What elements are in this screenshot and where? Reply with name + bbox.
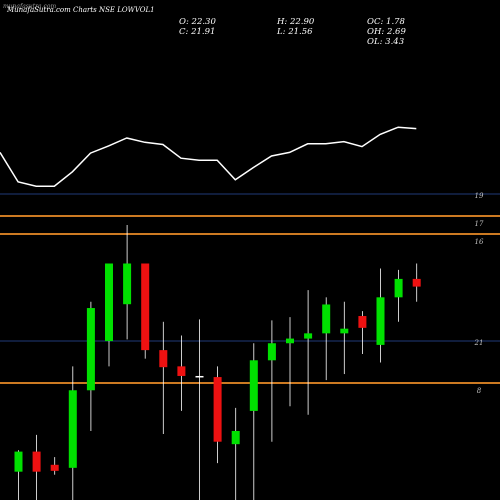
candle-12 [231,407,240,500]
candle-body [123,263,132,305]
candle-9 [177,335,186,411]
candle-15 [286,317,294,407]
candle-13 [249,343,258,500]
candle-22 [412,263,421,302]
candle-6 [123,225,132,340]
candle-body [105,263,113,342]
candle-5 [105,263,113,367]
candle-body [141,263,150,351]
level-label-0: 19 [475,192,484,200]
candle-body [340,328,349,334]
level-label-2: 16 [475,238,484,246]
candle-body [213,377,222,442]
candle-8 [159,321,168,434]
candle-body [394,278,403,298]
high-value: H: 22.90 [277,17,315,27]
candle-body [86,308,95,391]
candle-3 [68,366,77,500]
candle-body [195,375,204,378]
ol-value: OL: 3.43 [367,37,405,47]
low-value: L: 21.56 [277,27,313,37]
candle-19 [358,311,367,354]
labels-layer: 19 17 16 21 8 [474,192,484,395]
candle-body [358,316,367,328]
watermark: munafasutra.com [3,3,57,10]
candle-body [177,366,186,376]
candle-body [159,350,168,368]
line-layer [0,126,417,187]
level-label-4: 8 [477,387,482,395]
candle-18 [340,301,349,375]
candle-body [376,297,385,345]
candle-11 [213,366,222,464]
candle-21 [394,269,403,322]
candle-10 [195,319,204,500]
candle-body [249,360,258,411]
candle-16 [304,290,313,415]
candle-14 [267,320,276,442]
candle-body [412,278,421,287]
candle-7 [141,263,150,359]
candle-body [32,451,41,472]
candle-body [68,390,77,468]
candle-body [304,333,313,339]
candle-body [231,430,240,445]
candles-layer [14,225,421,500]
candle-17 [322,297,331,381]
candle-2 [50,457,59,475]
candle-body [50,464,59,471]
candle-body [322,304,331,334]
level-label-3: 21 [474,339,484,347]
level-label-1: 17 [475,220,484,228]
candle-20 [376,268,385,363]
candle-4 [86,301,95,431]
oc-value: OC: 1.78 [367,17,405,27]
oh-value: OH: 2.69 [367,27,406,37]
close-value: C: 21.91 [179,27,216,37]
indicator-line [0,126,417,187]
candle-1 [32,434,41,500]
levels-layer [0,193,500,384]
open-value: O: 22.30 [179,17,216,27]
chart-title: MunafaSutra.com Charts NSE LOWVOL1 [7,6,155,14]
candle-body [14,451,23,472]
candle-0 [14,450,23,500]
candle-body [267,343,276,361]
candle-body [286,338,294,344]
